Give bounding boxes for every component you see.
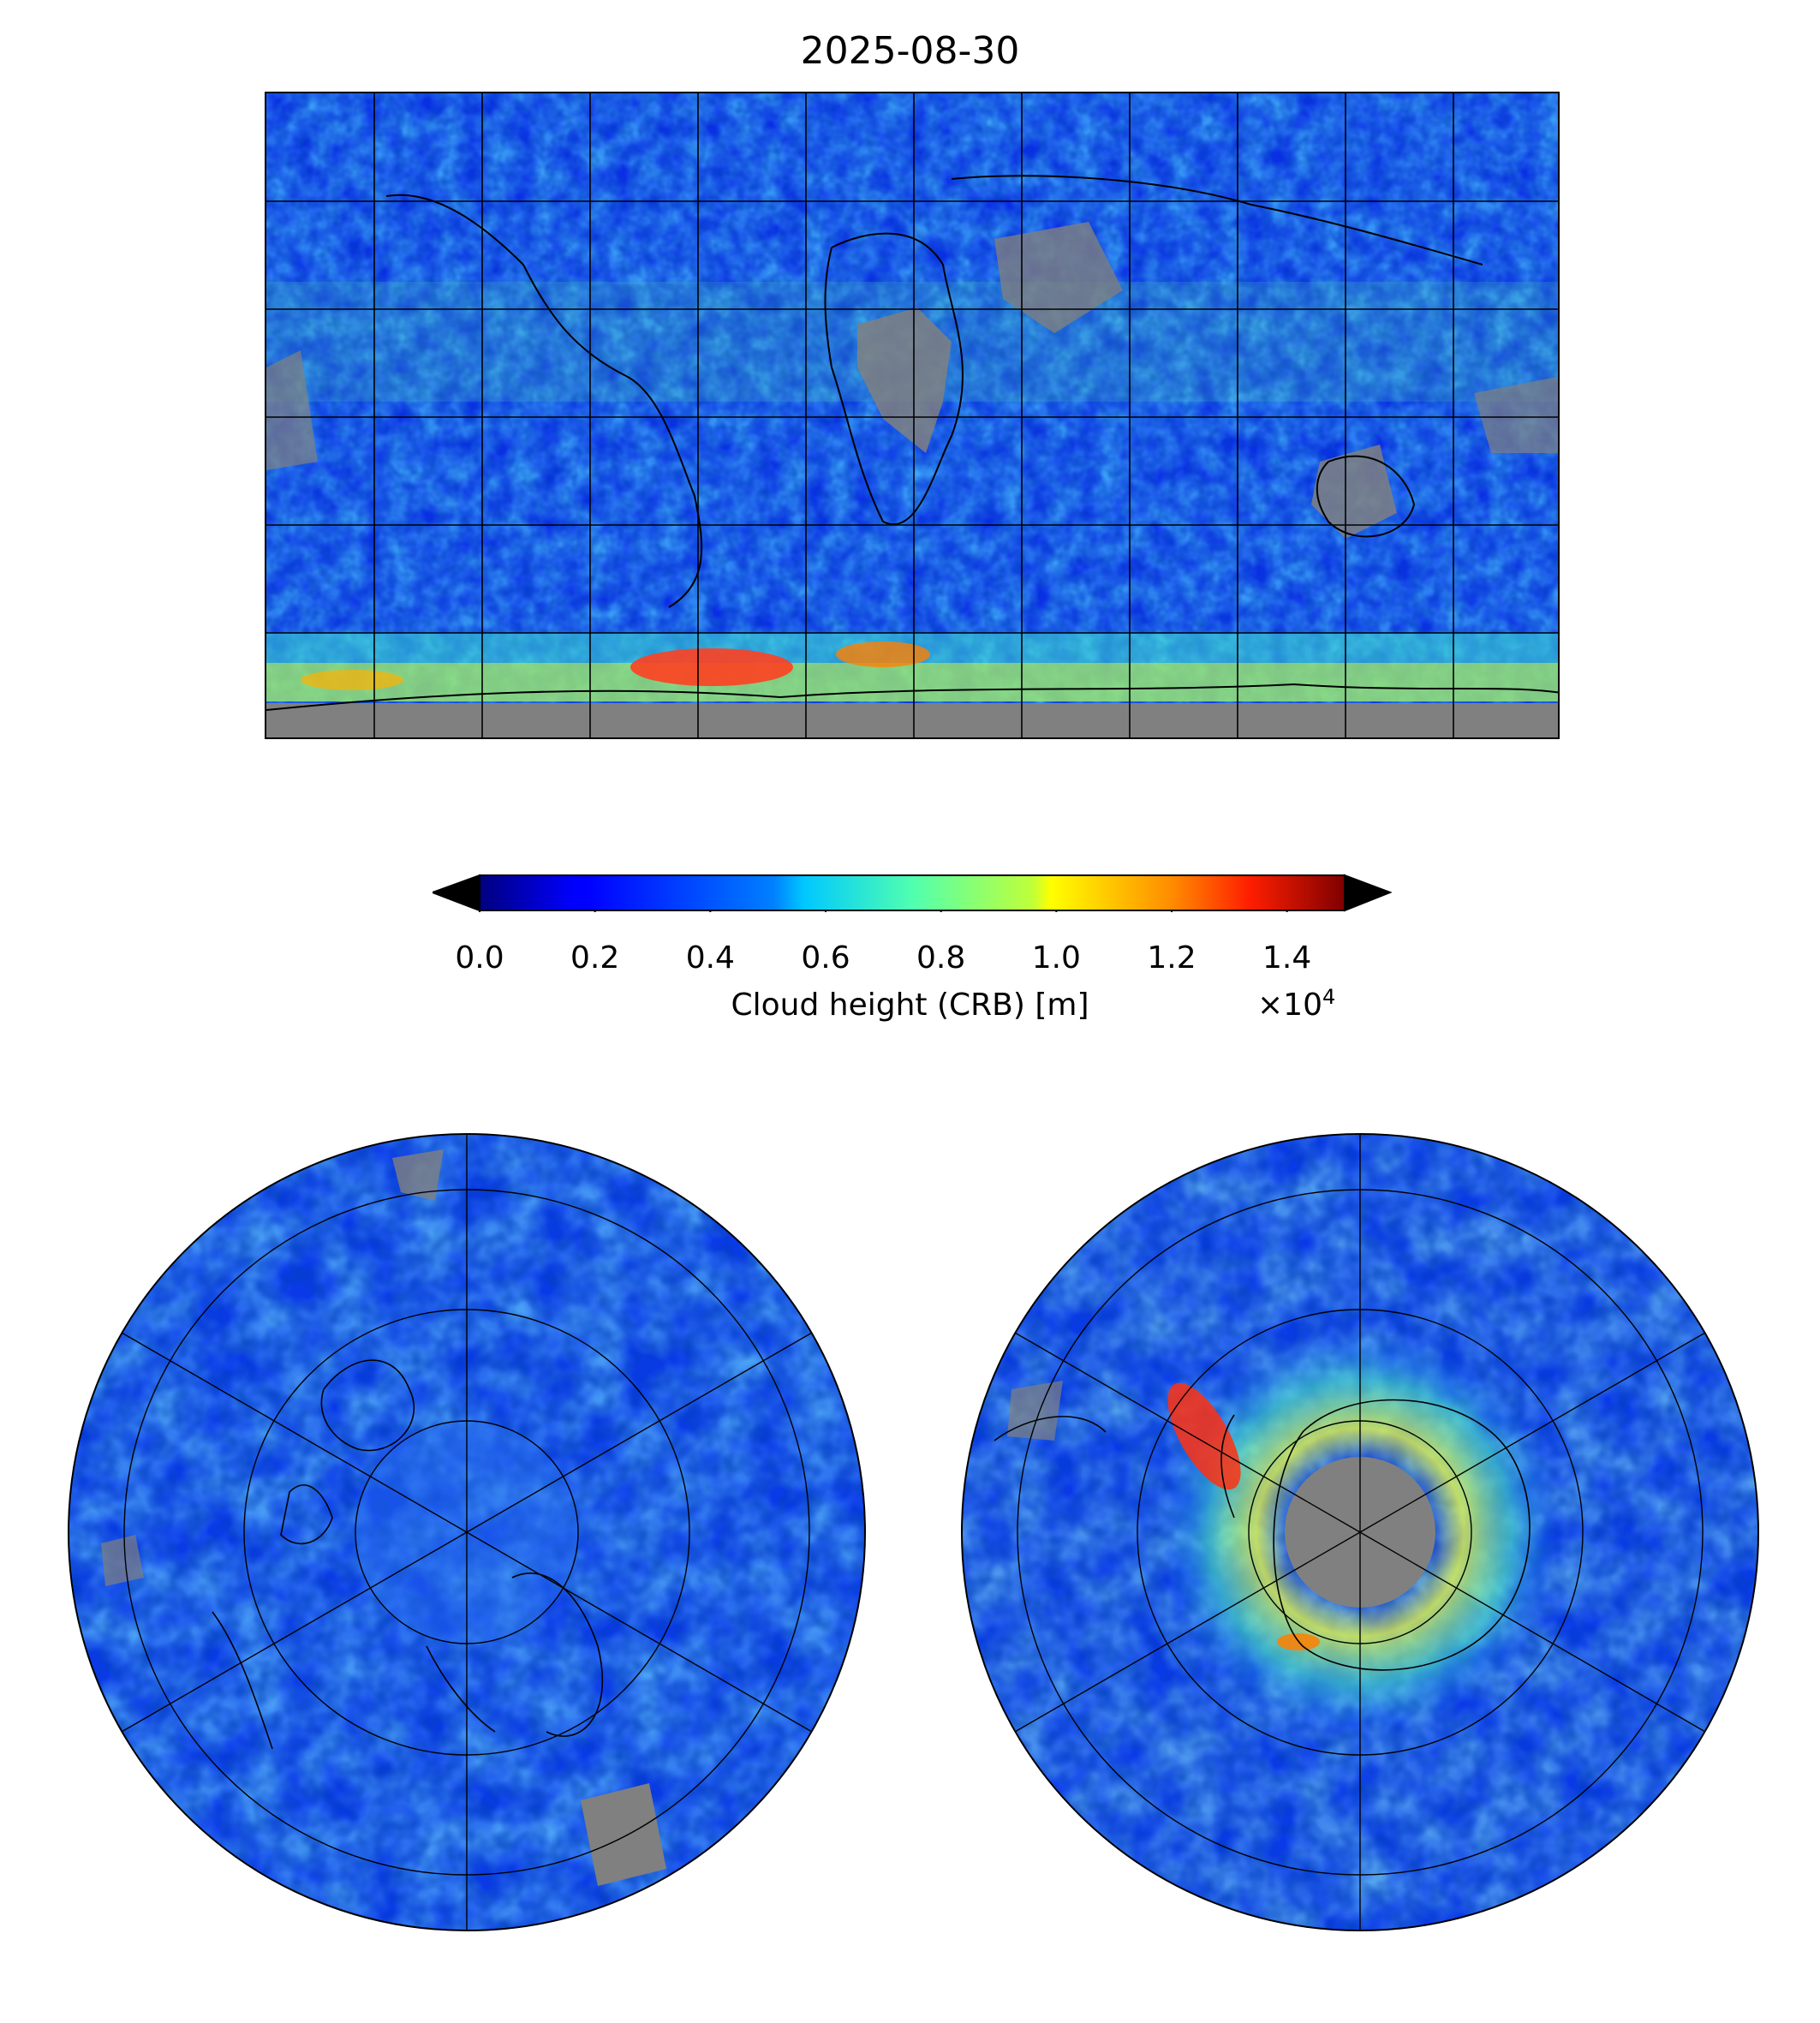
colorbar-tick-label: 1.2 — [1147, 940, 1196, 976]
global-map-canvas — [266, 93, 1558, 737]
graticule — [266, 93, 1558, 737]
colorbar-tick-label: 1.0 — [1031, 940, 1081, 976]
south-graticule — [962, 1134, 1758, 1931]
colorbar — [430, 874, 1393, 912]
north-polar-canvas — [68, 1133, 866, 1931]
south-polar-map — [960, 1132, 1760, 1932]
colorbar-under-extend — [430, 874, 480, 912]
colorbar-gradient — [479, 874, 1346, 911]
colorbar-multiplier: ×104 — [1257, 985, 1335, 1023]
colorbar-tick-label: 0.0 — [455, 940, 504, 976]
coastlines — [266, 175, 1558, 711]
colorbar-ticks — [479, 910, 1288, 912]
colorbar-svg — [430, 874, 1393, 912]
colorbar-multiplier-exponent: 4 — [1322, 985, 1336, 1009]
colorbar-tick-label: 0.8 — [916, 940, 966, 976]
colorbar-tick-label: 1.4 — [1262, 940, 1312, 976]
colorbar-label: Cloud height (CRB) [m] — [731, 988, 1089, 1023]
north-graticule — [69, 1134, 865, 1931]
colorbar-tick-label: 0.2 — [570, 940, 620, 976]
colorbar-tick-label: 0.6 — [801, 940, 850, 976]
colorbar-tick-label: 0.4 — [685, 940, 735, 976]
global-map — [265, 92, 1560, 739]
colorbar-multiplier-base: ×10 — [1257, 988, 1322, 1023]
north-polar-map — [67, 1132, 867, 1932]
south-polar-canvas — [961, 1133, 1759, 1931]
colorbar-over-extend — [1344, 874, 1393, 912]
figure-title: 2025-08-30 — [800, 29, 1020, 73]
